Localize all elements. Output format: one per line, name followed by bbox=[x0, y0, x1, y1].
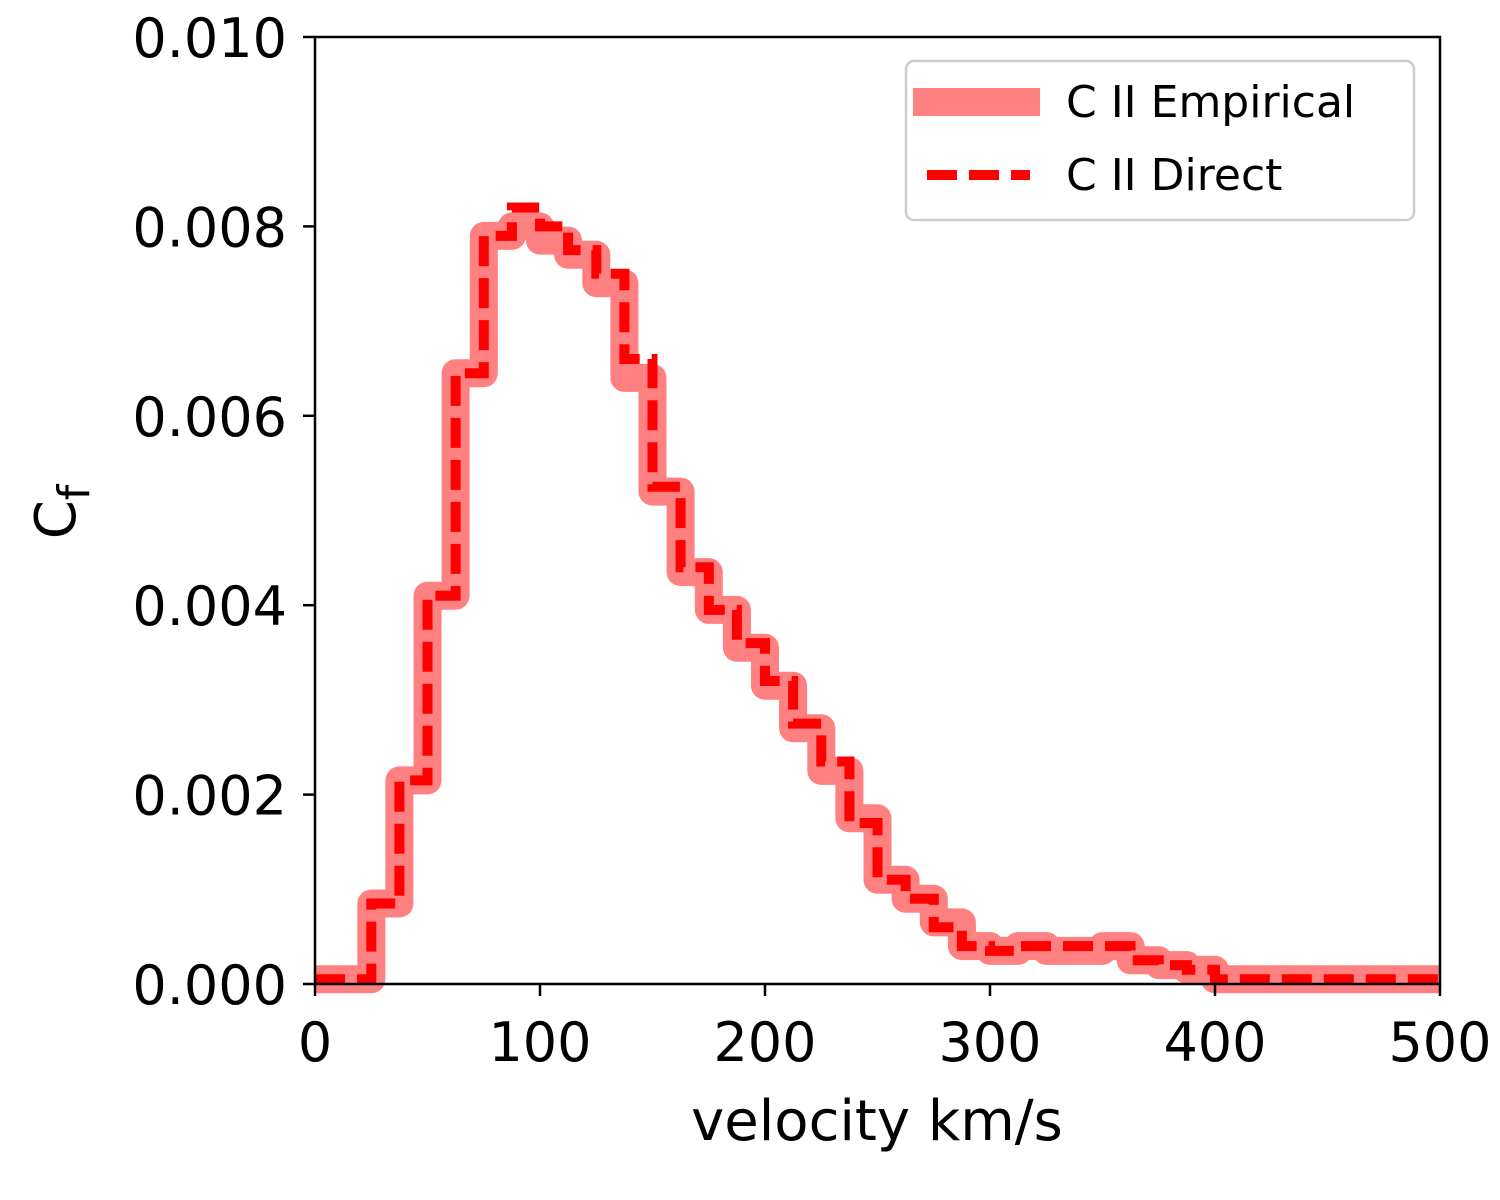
x-tick-label: 500 bbox=[1388, 1011, 1491, 1074]
plot-area bbox=[315, 202, 1440, 994]
y-tick-label: 0.002 bbox=[132, 765, 287, 828]
x-axis: 0 100 200 300 400 500 bbox=[298, 984, 1492, 1074]
y-tick-label: 0.004 bbox=[132, 575, 287, 638]
legend-label-direct: C II Direct bbox=[1066, 150, 1282, 201]
y-axis-label-sub: f bbox=[49, 483, 100, 500]
y-axis-label: Cf bbox=[24, 483, 100, 539]
legend: C II Empirical C II Direct bbox=[904, 59, 1416, 222]
x-tick-label: 300 bbox=[938, 1011, 1041, 1074]
svg-text:Cf: Cf bbox=[24, 483, 100, 539]
series-line-direct bbox=[315, 202, 1440, 985]
y-axis-label-main: C bbox=[24, 500, 89, 539]
legend-label-empirical: C II Empirical bbox=[1066, 77, 1355, 128]
y-tick-label: 0.010 bbox=[132, 7, 287, 70]
x-tick-label: 400 bbox=[1163, 1011, 1266, 1074]
x-tick-label: 0 bbox=[298, 1011, 332, 1074]
y-tick-label: 0.000 bbox=[132, 954, 287, 1017]
y-tick-label: 0.008 bbox=[132, 196, 287, 259]
x-axis-label: velocity km/s bbox=[691, 1089, 1063, 1154]
y-tick-label: 0.006 bbox=[132, 386, 287, 449]
x-tick-label: 100 bbox=[488, 1011, 591, 1074]
axes-frame bbox=[313, 35, 1442, 986]
x-tick-label: 200 bbox=[713, 1011, 816, 1074]
y-axis: 0.000 0.002 0.004 0.006 0.008 0.010 bbox=[132, 7, 315, 1017]
